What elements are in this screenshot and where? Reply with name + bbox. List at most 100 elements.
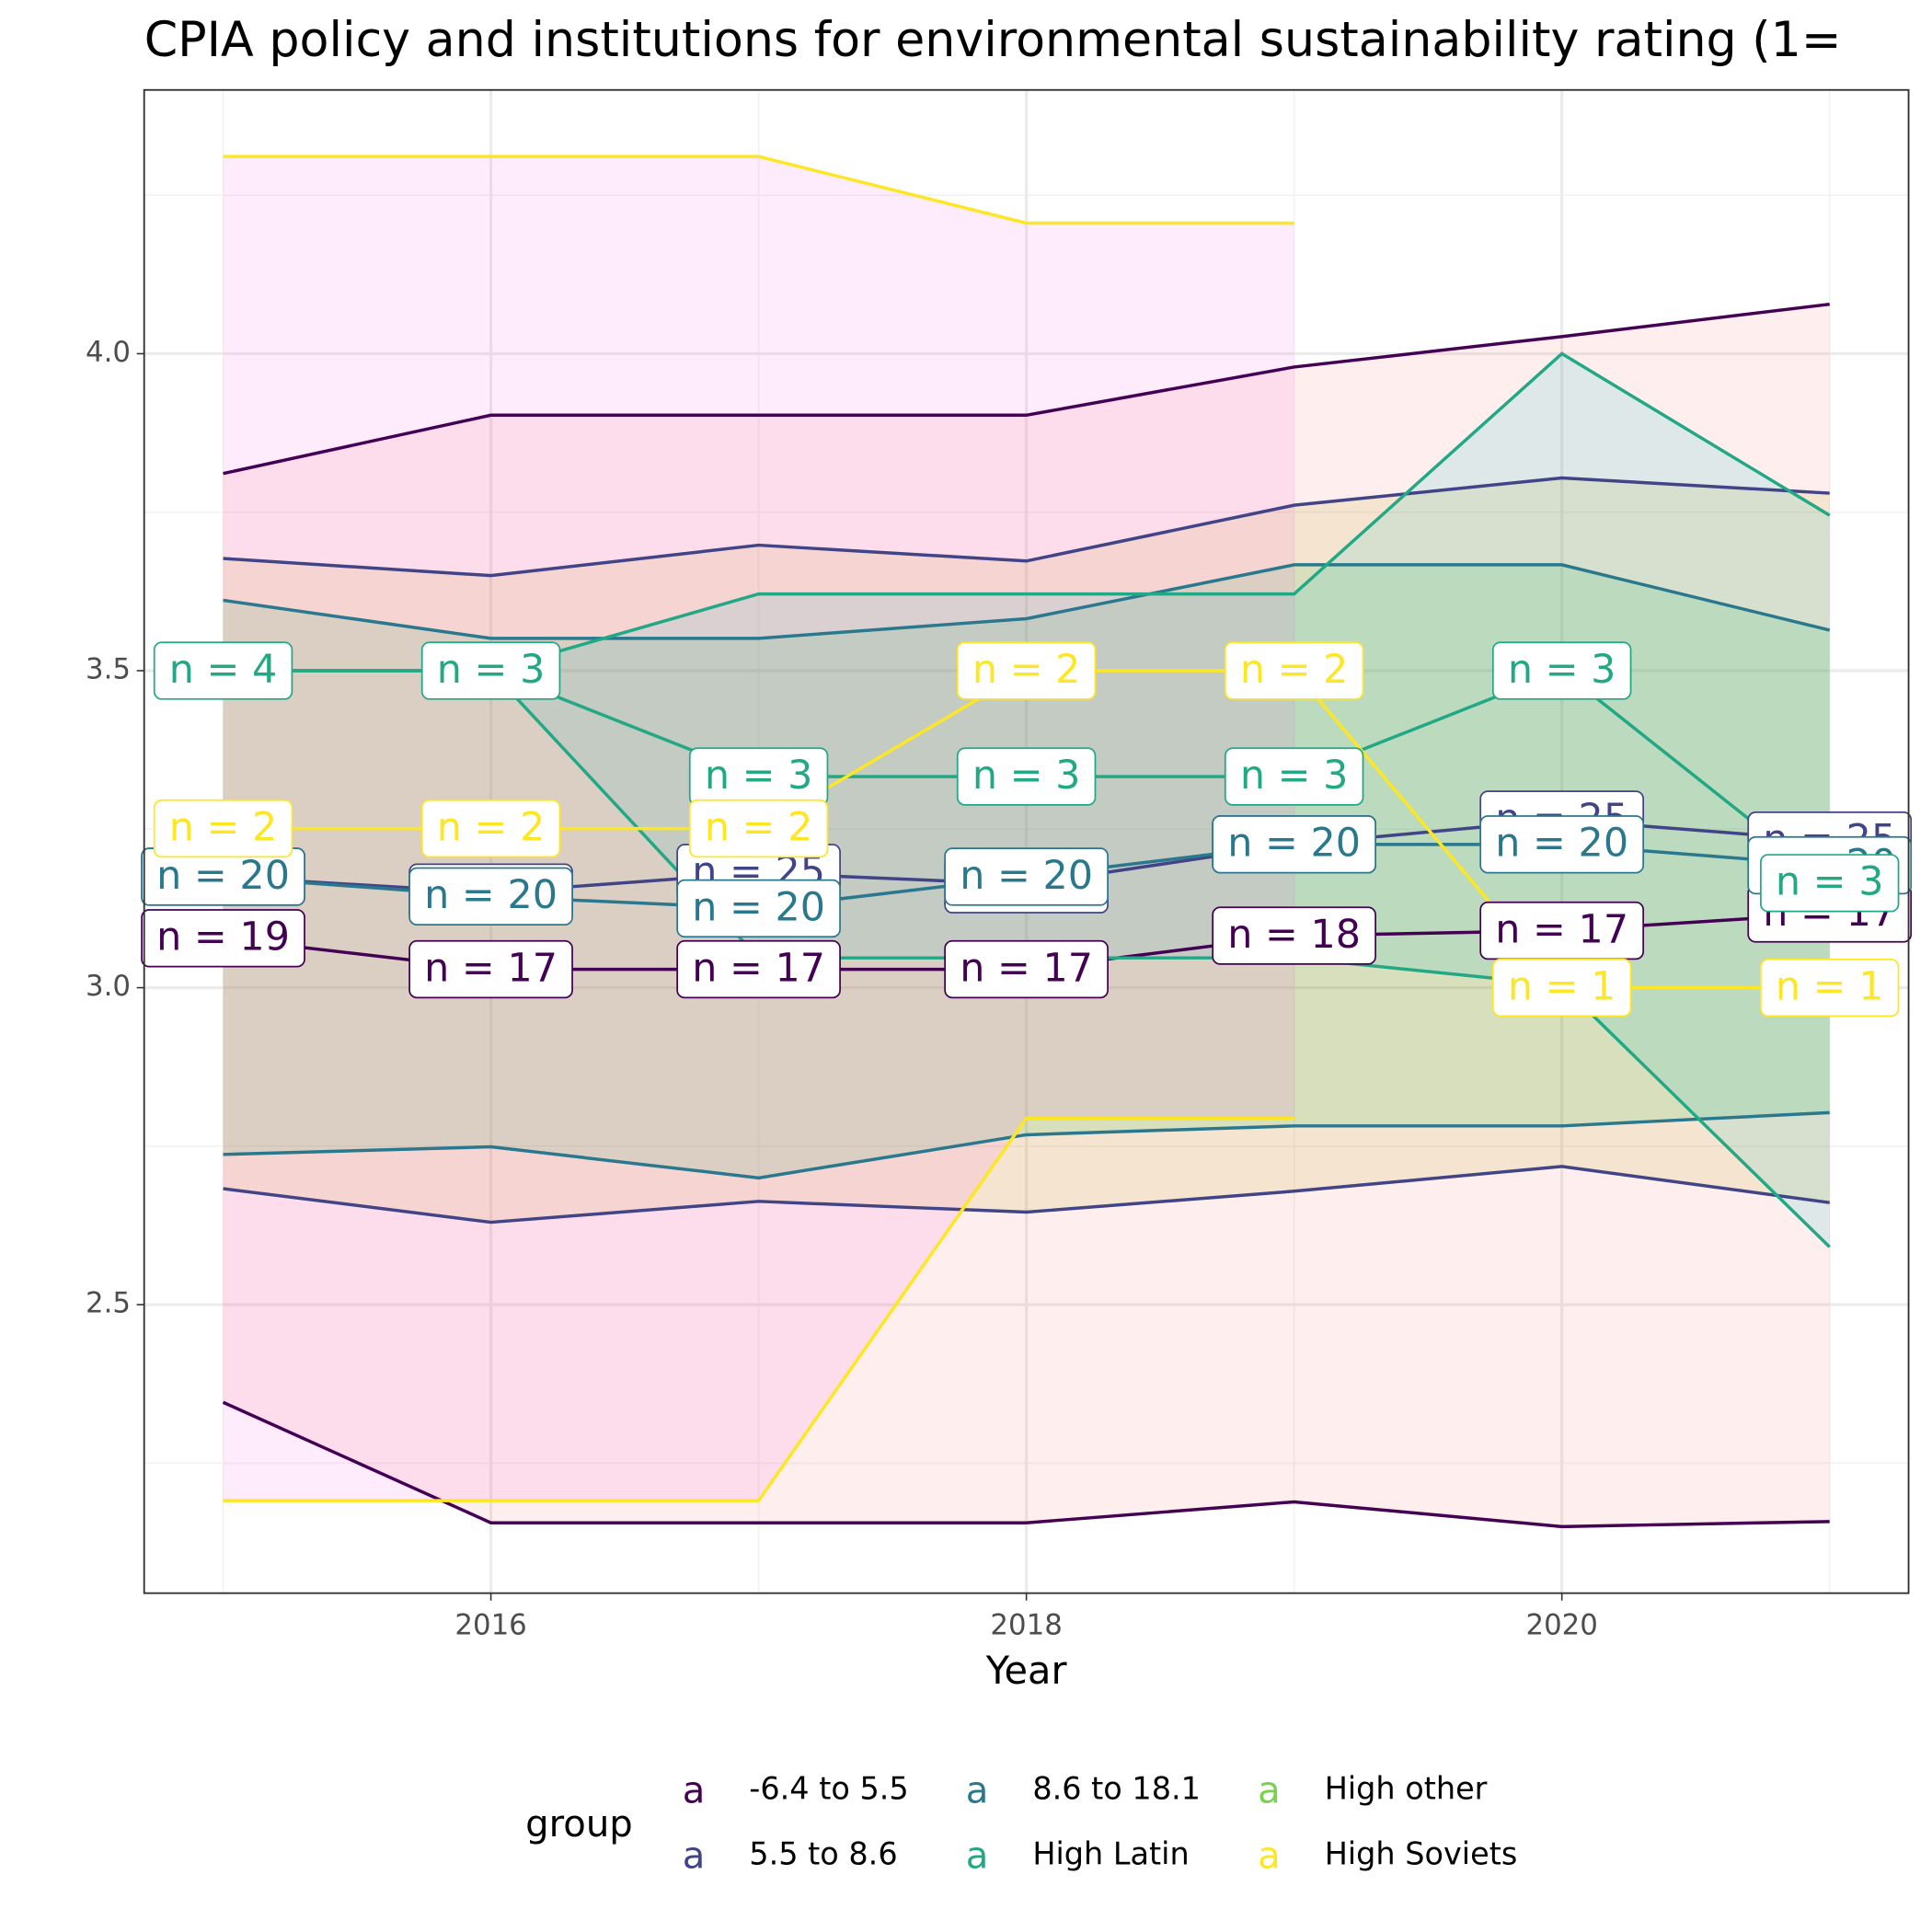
count-label-text: n = 2 [1240,647,1349,693]
label-box [420,799,561,858]
count-label-text: n = 2 [169,804,278,850]
y-tick-label: 4.0 [86,336,131,369]
count-label: n = 3 [1491,641,1632,700]
label-box [153,799,293,858]
x-tick-label: 2020 [1525,1608,1597,1641]
legend-title: group [525,1803,633,1846]
legend-label: 5.5 to 8.6 [749,1835,897,1871]
label-box [153,641,293,700]
count-label-text: n = 20 [1495,821,1628,867]
label-box [1212,906,1376,965]
count-label-text: n = 3 [972,753,1081,799]
count-label-text: n = 20 [960,853,1093,899]
count-label: n = 20 [408,867,573,926]
count-label: n = 3 [1224,747,1364,806]
count-label: n = 20 [944,847,1109,906]
range-line [223,1165,1830,1225]
count-label-text: n = 1 [1508,963,1616,1009]
legend-label: High other [1325,1770,1488,1806]
legend-label: -6.4 to 5.5 [749,1770,908,1806]
label-box [956,747,1097,806]
legend-glyph: a [683,1835,706,1878]
count-label-text: n = 4 [169,647,278,693]
label-box [1212,815,1376,874]
count-label-text: n = 20 [692,884,825,930]
count-label-text: n = 3 [705,753,813,799]
count-label-text: n = 17 [692,945,825,991]
range-line [223,155,1294,225]
label-box [676,879,841,938]
count-label: n = 17 [944,939,1109,999]
range-band [223,304,1830,1527]
range-line [223,302,1830,476]
count-label-text: n = 20 [1227,821,1361,867]
legend-glyph: a [683,1770,706,1812]
count-label: n = 20 [141,847,305,906]
label-box [944,939,1109,999]
count-label: n = 17 [408,939,573,999]
count-label-text: n = 18 [1227,912,1361,958]
label-box [408,867,573,926]
range-line [223,563,1831,640]
count-label: n = 2 [688,799,829,858]
count-label: n = 3 [1759,854,1900,913]
count-label: n = 19 [141,909,305,968]
y-tick-label: 3.5 [86,653,131,686]
count-label: n = 18 [1212,906,1376,965]
x-tick-label: 2016 [454,1608,526,1641]
count-label-text: n = 19 [156,914,290,960]
x-axis-title: Year [985,1648,1068,1693]
count-label: n = 20 [1479,815,1645,874]
count-label: n = 2 [1224,641,1364,700]
count-label-text: n = 20 [424,872,558,918]
range-line [222,1400,1830,1529]
count-label-text: n = 3 [1508,647,1616,693]
label-box [1224,747,1364,806]
label-box [944,847,1109,906]
chart-title: CPIA policy and institutions for environ… [144,13,1842,68]
legend-glyph: a [966,1835,989,1878]
legend-glyph: a [1258,1835,1281,1878]
label-box [1759,854,1900,913]
range-line [223,1110,1830,1180]
label-box [1491,958,1632,1018]
legend-label: High Latin [1032,1835,1189,1871]
count-label: n = 17 [1479,901,1645,960]
count-label: n = 20 [676,879,841,938]
label-box [1479,815,1645,874]
count-label: n = 3 [956,747,1097,806]
y-tick-label: 2.5 [86,1287,131,1320]
count-label-text: n = 2 [972,647,1081,693]
legend-glyph: a [1258,1770,1281,1812]
label-box [676,939,841,999]
label-box [1759,958,1900,1018]
count-label-text: n = 3 [1240,753,1349,799]
count-label-text: n = 3 [1776,859,1884,905]
count-label-text: n = 20 [156,853,290,899]
count-label: n = 3 [688,747,829,806]
count-label: n = 1 [1759,958,1900,1018]
count-label-text: n = 3 [437,647,546,693]
label-box [408,939,573,999]
legend-glyph: a [966,1770,989,1812]
label-box [956,641,1097,700]
legend-label: High Soviets [1325,1835,1518,1871]
label-box [1224,641,1364,700]
label-box [141,909,305,968]
count-label: n = 17 [676,939,841,999]
legend-label: 8.6 to 18.1 [1032,1770,1201,1806]
count-label: n = 2 [420,799,561,858]
label-box [1491,641,1632,700]
range-line [223,1116,1294,1502]
count-label: n = 2 [153,799,293,858]
count-label: n = 3 [420,641,561,700]
panel-border [143,88,1910,1594]
count-label: n = 4 [153,641,293,700]
count-label-text: n = 17 [1495,906,1628,952]
count-label-text: n = 17 [960,945,1093,991]
label-box [688,799,829,858]
y-tick-label: 3.0 [86,970,131,1003]
count-label: n = 20 [1212,815,1376,874]
count-label-text: n = 1 [1776,963,1884,1009]
